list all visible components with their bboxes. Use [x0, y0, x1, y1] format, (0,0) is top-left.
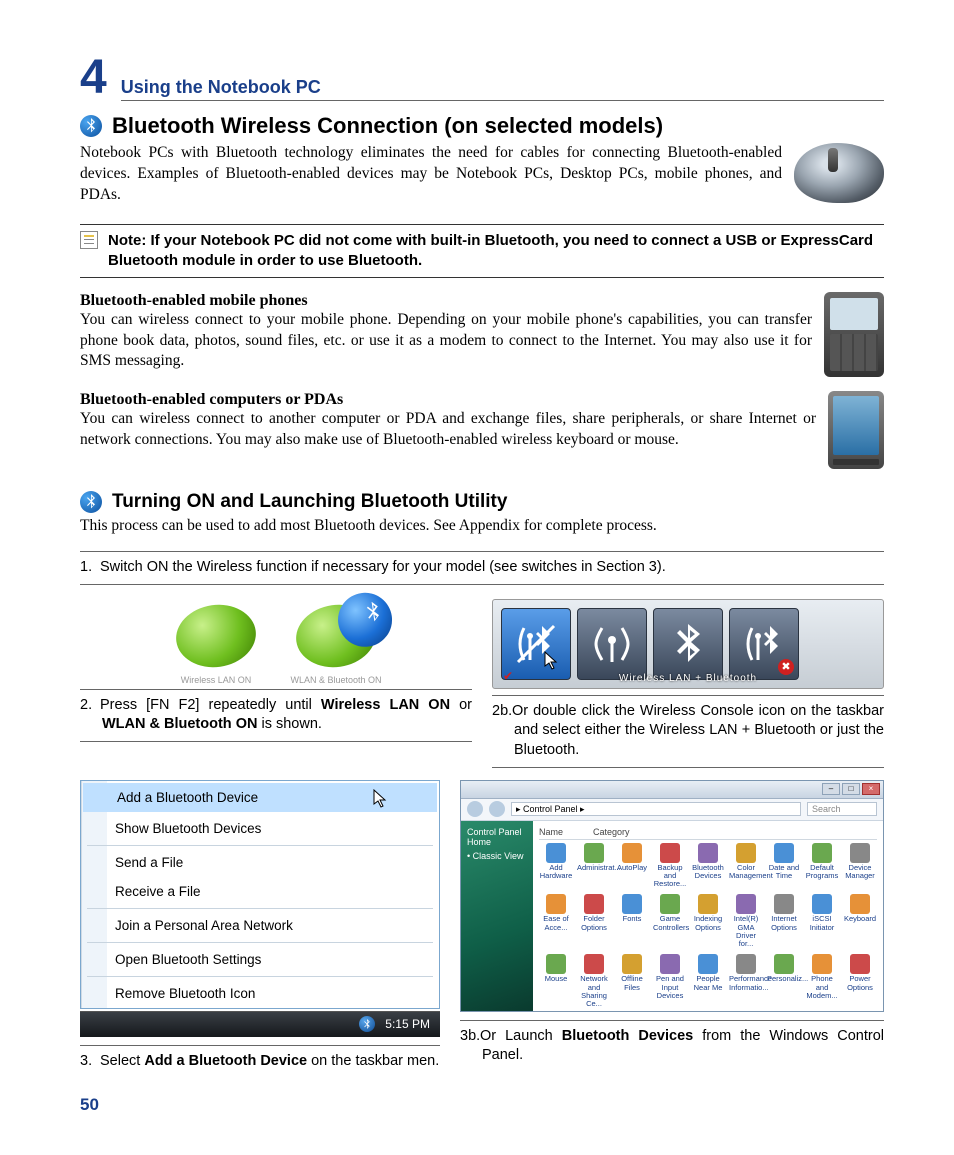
cp-icon[interactable]: Internet Options — [767, 894, 801, 948]
step-2b: 2b.Or double click the Wireless Console … — [492, 696, 884, 767]
ctx-remove-icon[interactable]: Remove Bluetooth Icon — [81, 979, 439, 1008]
cp-icon[interactable]: Network and Sharing Ce... — [577, 954, 611, 1008]
minimize-button[interactable]: – — [822, 783, 840, 795]
taskbar-time: 5:15 PM — [385, 1017, 430, 1031]
cp-icon[interactable]: Phone and Modem... — [805, 954, 839, 1008]
cp-icon[interactable]: Pen and Input Devices — [653, 954, 687, 1008]
chapter-number: 4 — [80, 50, 107, 105]
wlan-bt-on-icon — [292, 600, 380, 673]
bluetooth-icon — [80, 491, 102, 513]
note-icon — [80, 231, 98, 249]
ctx-send-file[interactable]: Send a File — [81, 848, 439, 877]
cp-icon[interactable]: Bluetooth Devices — [691, 843, 725, 889]
sub-section-phones: Bluetooth-enabled mobile phones You can … — [80, 292, 884, 377]
note-text: Note: If your Notebook PC did not come w… — [108, 232, 873, 269]
left-column: Wireless LAN ON WLAN & Bluetooth ON 2.Pr… — [80, 599, 472, 768]
wconsole-btn-off: ✖ — [729, 608, 799, 680]
section-heading-row: Bluetooth Wireless Connection (on select… — [80, 113, 884, 139]
cp-icon[interactable]: Ease of Acce... — [539, 894, 573, 948]
cp-side-home[interactable]: Control Panel Home — [467, 827, 527, 847]
step-1: 1.Switch ON the Wireless function if nec… — [80, 552, 884, 584]
right-column: ✖ ✔ Wireless LAN + Bluetooth 2b.Or doubl… — [492, 599, 884, 768]
cp-icon-grid: Name Category Add HardwareAdministrat...… — [533, 821, 883, 1011]
wconsole-btn-antenna — [577, 608, 647, 680]
cursor-icon — [373, 789, 387, 809]
cp-icon[interactable]: iSCSI Initiator — [805, 894, 839, 948]
wireless-console: ✖ ✔ Wireless LAN + Bluetooth — [492, 599, 884, 689]
cp-icon[interactable]: Color Management — [729, 843, 763, 889]
wconsole-label: Wireless LAN + Bluetooth — [493, 673, 883, 684]
cp-icon[interactable]: Backup and Restore... — [653, 843, 687, 889]
sub-heading: Bluetooth-enabled mobile phones — [80, 292, 812, 310]
cp-icon[interactable]: Game Controllers — [653, 894, 687, 948]
ctx-add-bluetooth-device[interactable]: Add a Bluetooth Device — [83, 783, 437, 812]
note-box: Note: If your Notebook PC did not come w… — [80, 224, 884, 279]
taskbar-bluetooth-icon[interactable] — [359, 1016, 375, 1032]
sub-paragraph: You can wireless connect to your mobile … — [80, 310, 812, 371]
context-menu: Add a Bluetooth Device Show Bluetooth De… — [80, 780, 440, 1009]
ctx-receive-file[interactable]: Receive a File — [81, 877, 439, 906]
step-3b: 3b.Or Launch Bluetooth Devices from the … — [460, 1021, 884, 1072]
pda-image — [828, 391, 884, 469]
wlan-on-label: Wireless LAN ON — [181, 675, 252, 685]
breadcrumb[interactable]: ▸ Control Panel ▸ — [511, 802, 801, 816]
wlan-bt-on-label: WLAN & Bluetooth ON — [290, 675, 381, 685]
sub-paragraph: You can wireless connect to another comp… — [80, 409, 816, 450]
cp-icon[interactable]: Personaliz... — [767, 954, 801, 1008]
section-title: Bluetooth Wireless Connection (on select… — [112, 113, 663, 139]
sub-heading: Bluetooth-enabled computers or PDAs — [80, 391, 816, 409]
wlan-icons: Wireless LAN ON WLAN & Bluetooth ON — [80, 599, 472, 671]
mouse-image — [794, 143, 884, 203]
cp-icon[interactable]: Keyboard — [843, 894, 877, 948]
step-3: 3.Select Add a Bluetooth Device on the t… — [80, 1046, 440, 1078]
nav-back-icon[interactable] — [467, 801, 483, 817]
wconsole-btn-bluetooth — [653, 608, 723, 680]
cp-sidebar: Control Panel Home • Classic View — [461, 821, 533, 1011]
bluetooth-icon — [80, 115, 102, 137]
sub-section-pdas: Bluetooth-enabled computers or PDAs You … — [80, 391, 884, 469]
cp-icon[interactable]: Performance Informatio... — [729, 954, 763, 1008]
step-2: 2.Press [FN F2] repeatedly until Wireles… — [80, 690, 472, 741]
cp-side-classic[interactable]: • Classic View — [467, 851, 527, 861]
cp-icon[interactable]: Indexing Options — [691, 894, 725, 948]
control-panel-window: – □ × ▸ Control Panel ▸ Search Control P… — [460, 780, 884, 1012]
cp-icon[interactable]: Offline Files — [615, 954, 649, 1008]
section2-title: Turning ON and Launching Bluetooth Utili… — [112, 491, 507, 513]
chapter-header: 4 Using the Notebook PC — [80, 50, 884, 105]
ctx-join-pan[interactable]: Join a Personal Area Network — [81, 911, 439, 940]
cp-icon[interactable]: Mouse — [539, 954, 573, 1008]
cp-icon[interactable]: AutoPlay — [615, 843, 649, 889]
cp-icon[interactable]: Power Options — [843, 954, 877, 1008]
wlan-on-icon — [172, 600, 260, 673]
cp-icon[interactable]: Add Hardware — [539, 843, 573, 889]
cp-icon[interactable]: Date and Time — [767, 843, 801, 889]
cp-icon[interactable]: Device Manager — [843, 843, 877, 889]
phone-image — [824, 292, 884, 377]
cp-icon[interactable]: Administrat... — [577, 843, 611, 889]
cp-icon[interactable]: Fonts — [615, 894, 649, 948]
left-column-2: Add a Bluetooth Device Show Bluetooth De… — [80, 780, 440, 1078]
search-input[interactable]: Search — [807, 802, 877, 816]
ctx-open-settings[interactable]: Open Bluetooth Settings — [81, 945, 439, 974]
chapter-title: Using the Notebook PC — [121, 77, 884, 101]
section2-subtitle: This process can be used to add most Blu… — [80, 517, 884, 535]
intro-row: Notebook PCs with Bluetooth technology e… — [80, 143, 884, 206]
section2-heading-row: Turning ON and Launching Bluetooth Utili… — [80, 491, 884, 513]
page-number: 50 — [80, 1095, 99, 1115]
cursor-icon — [544, 651, 558, 671]
cp-toolbar: ▸ Control Panel ▸ Search — [461, 799, 883, 821]
intro-text: Notebook PCs with Bluetooth technology e… — [80, 143, 782, 206]
cp-icon[interactable]: People Near Me — [691, 954, 725, 1008]
close-button[interactable]: × — [862, 783, 880, 795]
cp-icon[interactable]: Default Programs — [805, 843, 839, 889]
taskbar: 5:15 PM — [80, 1011, 440, 1037]
nav-fwd-icon[interactable] — [489, 801, 505, 817]
maximize-button[interactable]: □ — [842, 783, 860, 795]
cp-icon[interactable]: Folder Options — [577, 894, 611, 948]
cp-icon[interactable]: Intel(R) GMA Driver for... — [729, 894, 763, 948]
cp-titlebar: – □ × — [461, 781, 883, 799]
ctx-show-bluetooth-devices[interactable]: Show Bluetooth Devices — [81, 814, 439, 843]
right-column-2: – □ × ▸ Control Panel ▸ Search Control P… — [460, 780, 884, 1078]
